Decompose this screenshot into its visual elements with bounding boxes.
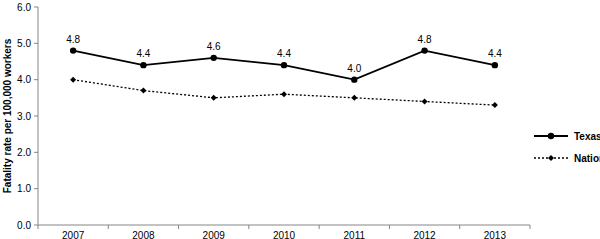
point-marker: [421, 47, 427, 53]
y-tick: [34, 152, 38, 153]
x-tick: [178, 225, 179, 229]
point-marker: [211, 95, 217, 101]
x-tick: [248, 225, 249, 229]
x-tick: [459, 225, 460, 229]
legend: Texas National: [534, 131, 600, 164]
y-tick-label: 0.0: [17, 220, 31, 231]
x-tick-label: 2008: [132, 230, 155, 239]
data-label: 4.4: [136, 48, 150, 59]
y-axis: [38, 7, 39, 225]
y-tick-label: 3.0: [17, 111, 31, 122]
x-tick-label: 2010: [273, 230, 296, 239]
data-label: 4.6: [207, 41, 221, 52]
point-marker: [281, 62, 287, 68]
point-marker: [351, 76, 357, 82]
chart: 0.0 1.0 2.0 3.0 4.0 5.0 6.0 2007 2008 2009 2010 201…: [0, 0, 600, 239]
x-tick: [389, 225, 390, 229]
legend-label: National: [574, 153, 600, 164]
point-marker: [351, 95, 357, 101]
point-marker: [492, 102, 498, 108]
x-tick: [108, 225, 109, 229]
y-tick-label: 5.0: [17, 38, 31, 49]
y-tick: [34, 188, 38, 189]
x-tick-label: 2011: [344, 230, 366, 239]
y-tick: [34, 225, 38, 226]
x-tick-label: 2012: [413, 230, 436, 239]
point-marker: [70, 47, 76, 53]
y-tick-label: 1.0: [17, 183, 31, 194]
legend-marker: [548, 133, 554, 139]
legend-marker: [548, 155, 554, 161]
y-tick-label: 2.0: [17, 147, 31, 158]
x-tick: [319, 225, 320, 229]
x-tick: [38, 225, 39, 229]
point-marker: [211, 55, 217, 61]
y-tick: [34, 7, 38, 8]
y-tick-label: 6.0: [17, 2, 31, 13]
y-tick: [34, 43, 38, 44]
data-label: 4.4: [277, 48, 291, 59]
point-marker: [281, 91, 287, 97]
point-marker: [140, 88, 146, 94]
x-tick-label: 2013: [484, 230, 507, 239]
y-tick-label: 4.0: [17, 74, 31, 85]
data-label: 4.8: [66, 34, 80, 45]
x-tick-label: 2007: [62, 230, 85, 239]
data-label: 4.4: [488, 48, 502, 59]
data-label: 4.0: [347, 63, 361, 74]
point-marker: [422, 98, 428, 104]
x-tick: [530, 225, 531, 229]
legend-label: Texas: [574, 131, 600, 142]
point-marker: [492, 62, 498, 68]
point-marker: [140, 62, 146, 68]
y-tick: [34, 116, 38, 117]
y-tick: [34, 79, 38, 80]
x-tick-label: 2009: [203, 230, 226, 239]
x-axis: [38, 225, 530, 226]
plot-area: [70, 47, 498, 108]
data-labels: 4.8 4.4 4.6 4.4 4.0 4.8 4.4: [66, 34, 502, 74]
point-marker: [70, 77, 76, 83]
y-axis-title: Fatality rate per 100,000 workers: [2, 38, 13, 193]
data-label: 4.8: [418, 34, 432, 45]
series-line: [73, 80, 495, 105]
